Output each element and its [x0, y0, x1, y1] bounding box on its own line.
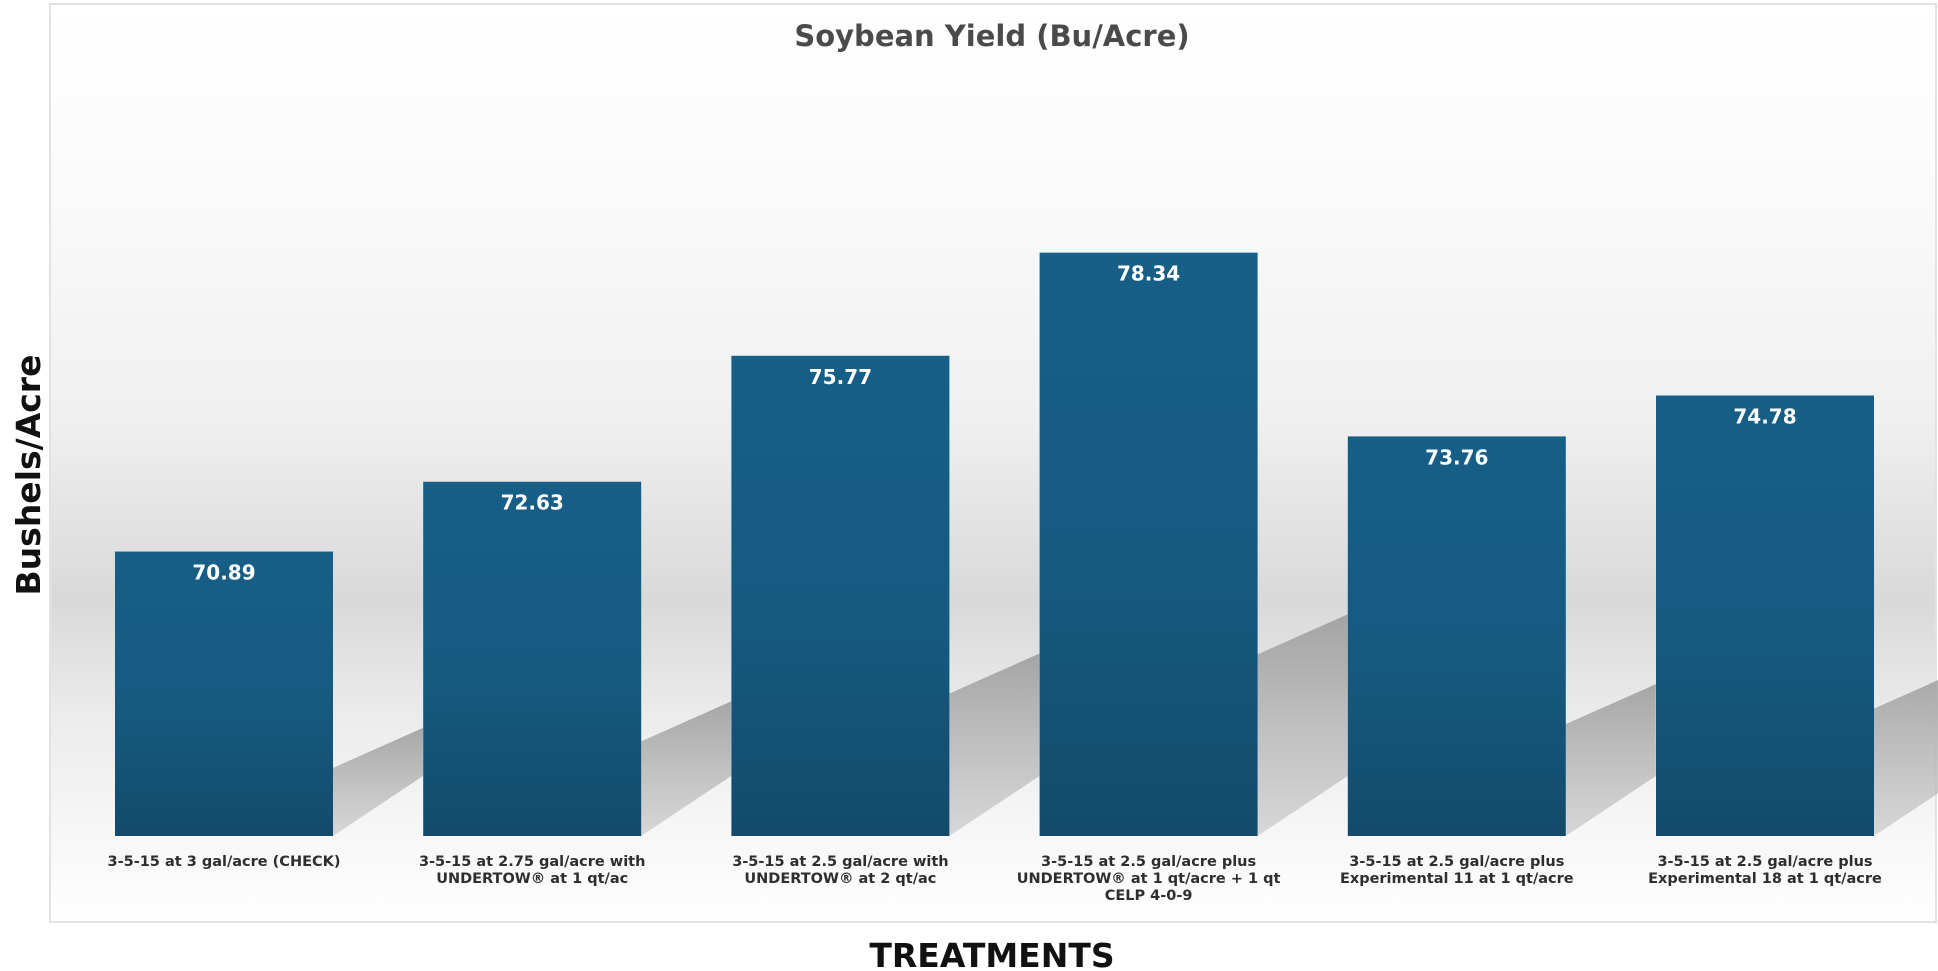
bar-value-label: 72.63: [501, 491, 564, 515]
category-tick-label: 3-5-15 at 2.5 gal/acre plus Experimental …: [1340, 854, 1574, 887]
bar: [115, 551, 333, 836]
bar-shadow: [949, 653, 1040, 836]
bar: [1656, 395, 1874, 836]
bar-value-label: 73.76: [1425, 445, 1488, 469]
bar-value-label: 78.34: [1117, 262, 1180, 286]
value-labels: 70.89 72.63 75.77 78.34 73.76 74.78: [192, 262, 1796, 585]
bar-value-label: 74.78: [1733, 404, 1796, 428]
bar-shadow: [333, 727, 423, 836]
category-tick-label: 3-5-15 at 3 gal/acre (CHECK): [108, 854, 341, 870]
bars: [115, 252, 1874, 836]
category-tick-label: 3-5-15 at 2.5 gal/acre plus Experimental …: [1648, 854, 1882, 887]
bar-shadow: [1874, 680, 1938, 836]
bar: [1347, 436, 1566, 836]
x-axis-title: TREATMENTS: [869, 936, 1114, 971]
bar-shadows: [333, 614, 1938, 836]
bar: [1039, 252, 1258, 836]
bar-value-label: 75.77: [809, 365, 872, 389]
chart-title: Soybean Yield (Bu/Acre): [794, 19, 1189, 53]
bar-value-label: 70.89: [192, 561, 255, 585]
bar-shadow: [1257, 614, 1348, 836]
category-tick-labels: 3-5-15 at 3 gal/acre (CHECK) 3-5-15 at 2.…: [108, 854, 1883, 904]
category-tick-label: 3-5-15 at 2.5 gal/acre plus UNDERTOW® at …: [1017, 854, 1281, 904]
category-tick-label: 3-5-15 at 2.5 gal/acre with UNDERTOW® at …: [732, 854, 948, 887]
bar-shadow: [641, 701, 732, 836]
bar-shadow: [1565, 684, 1656, 836]
y-axis-title: Bushels/Acre: [9, 355, 48, 596]
category-tick-label: 3-5-15 at 2.75 gal/acre with UNDERTOW® at…: [419, 854, 646, 887]
bar: [423, 481, 642, 836]
bar: [731, 355, 950, 836]
